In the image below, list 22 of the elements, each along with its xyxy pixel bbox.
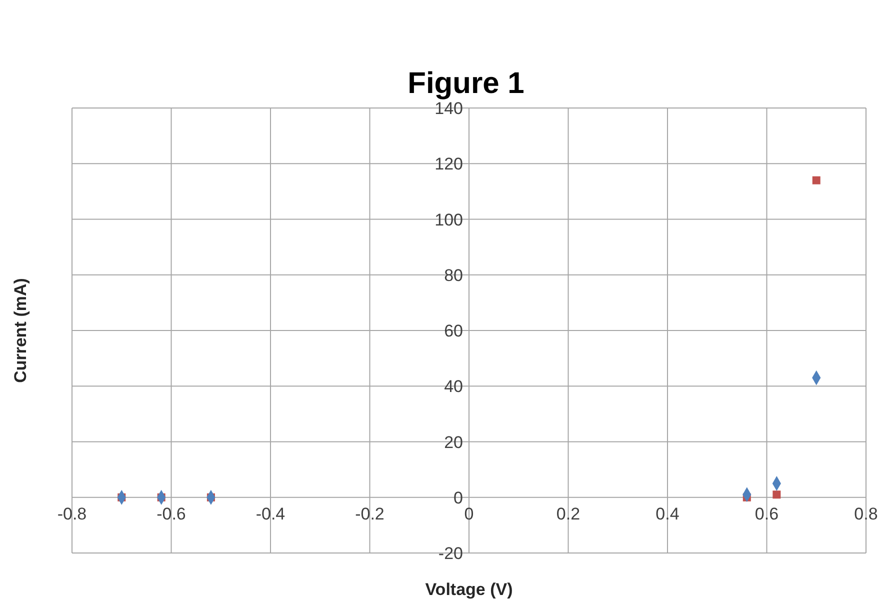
- point: [812, 176, 820, 184]
- y-tick-label: 100: [434, 210, 463, 230]
- y-tick-label: 0: [454, 488, 463, 508]
- y-axis-title: Current (mA): [11, 278, 30, 383]
- y-tick-label: 60: [444, 322, 463, 340]
- y-tick-label: -20: [438, 544, 463, 563]
- y-tick-label: 140: [434, 99, 463, 118]
- x-axis-title: Voltage (V): [425, 580, 513, 599]
- x-tick-label: -0.4: [256, 504, 286, 524]
- y-tick-label: 120: [434, 154, 463, 174]
- x-tick-label: 0.2: [556, 504, 580, 524]
- y-tick-label: 20: [444, 432, 463, 452]
- y-tick-label: 80: [444, 266, 463, 285]
- x-tick-label: 0.8: [854, 504, 878, 524]
- x-tick-label: -0.2: [355, 504, 384, 524]
- x-tick-label: -0.8: [57, 504, 87, 524]
- point: [772, 490, 781, 499]
- y-tick-label: 40: [444, 377, 463, 396]
- x-tick-label: 0.4: [656, 504, 680, 524]
- chart-title: Figure 1: [406, 66, 526, 101]
- x-tick-label: -0.6: [156, 504, 186, 524]
- x-tick-label: 0.6: [754, 504, 779, 524]
